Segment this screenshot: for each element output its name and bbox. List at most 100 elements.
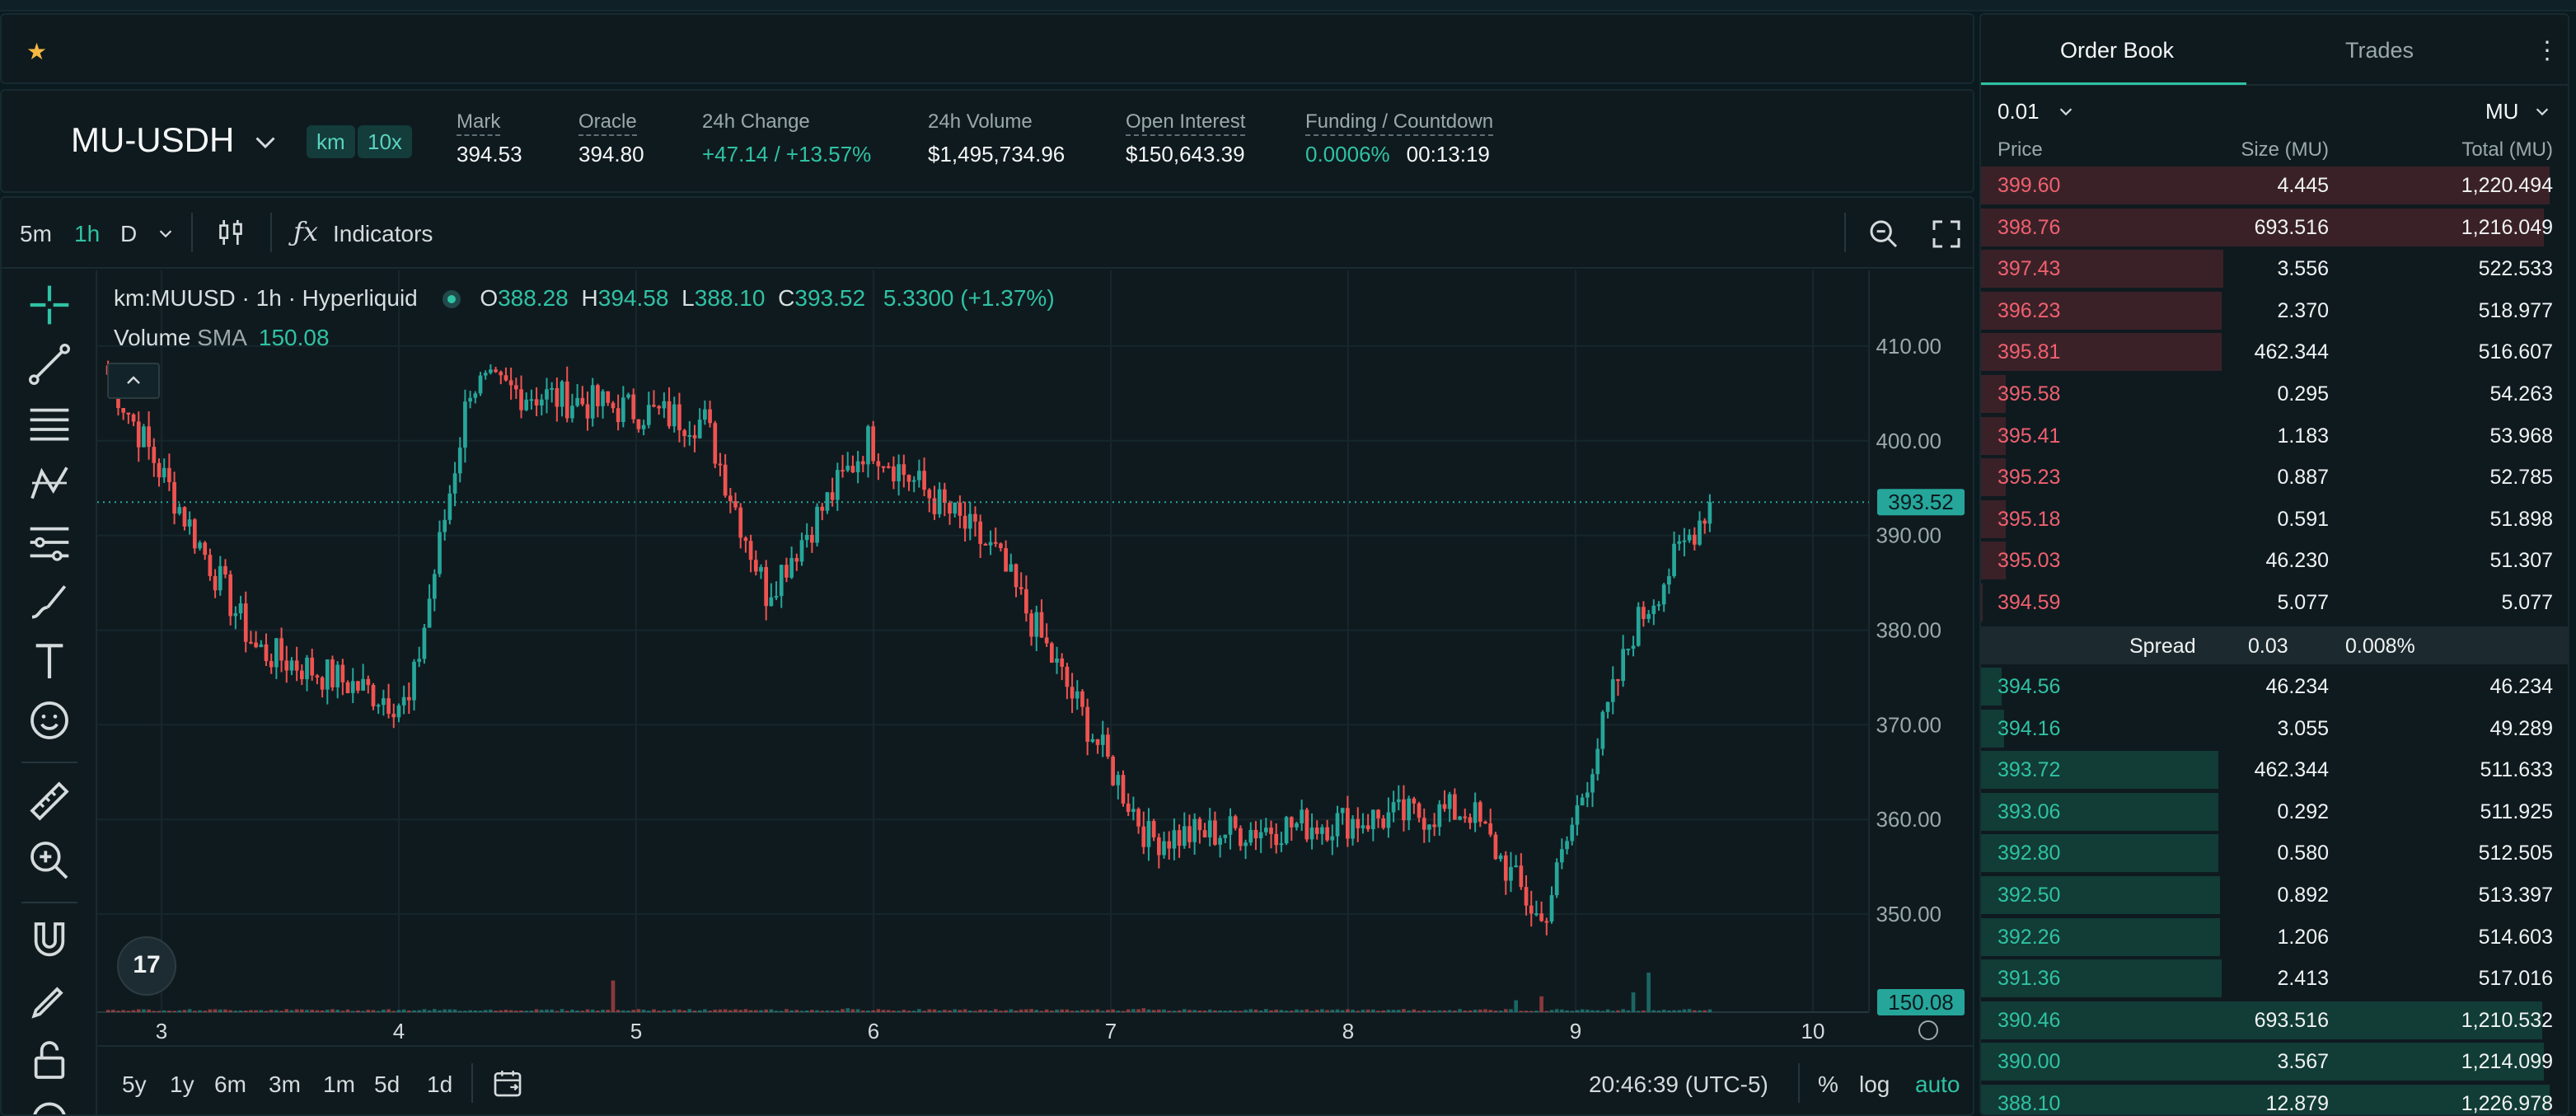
bid-row[interactable]: 392.26 1.206 514.603 bbox=[1981, 917, 2568, 958]
ask-row[interactable]: 395.03 46.230 51.307 bbox=[1981, 540, 2568, 581]
volume-bar bbox=[1703, 1010, 1707, 1012]
candles-icon[interactable] bbox=[214, 216, 247, 249]
ask-row[interactable]: 395.58 0.295 54.263 bbox=[1981, 373, 2568, 415]
candlestick-chart[interactable]: 410.00 400.00 390.00 380.00 370.00 360.00 350.… bbox=[97, 270, 1973, 1045]
pair-name[interactable]: MU-USDH bbox=[71, 120, 235, 159]
candle-body bbox=[886, 466, 891, 468]
candle-body bbox=[815, 506, 819, 543]
tf-5m[interactable]: 5m bbox=[20, 221, 52, 246]
ask-row[interactable]: 396.23 2.370 518.977 bbox=[1981, 290, 2568, 331]
ask-row[interactable]: 395.18 0.591 51.898 bbox=[1981, 499, 2568, 540]
volume-bar bbox=[1447, 1010, 1452, 1012]
tf-d[interactable]: D bbox=[120, 221, 138, 246]
candle-body bbox=[1636, 607, 1641, 646]
bid-row[interactable]: 392.50 0.892 513.397 bbox=[1981, 875, 2568, 916]
chevron-down-icon[interactable] bbox=[157, 224, 175, 242]
zoom-magnify-icon[interactable] bbox=[1867, 218, 1900, 251]
fx-icon[interactable]: ƒx bbox=[293, 216, 318, 247]
range-1d[interactable]: 1d bbox=[427, 1071, 453, 1097]
horizontal-lines-icon[interactable] bbox=[26, 401, 73, 447]
row-total: 54.263 bbox=[2489, 382, 2553, 406]
tradingview-logo[interactable]: 17 bbox=[117, 936, 176, 996]
volume-bar bbox=[1116, 1010, 1121, 1012]
volume-bar bbox=[1682, 1009, 1687, 1012]
fib-icon[interactable] bbox=[26, 519, 73, 565]
percent-scale-toggle[interactable]: % bbox=[1818, 1071, 1838, 1097]
chevron-down-icon[interactable] bbox=[2533, 102, 2551, 120]
volume-bar bbox=[1498, 1010, 1503, 1012]
volume-bar bbox=[636, 1009, 641, 1012]
bid-row[interactable]: 393.06 0.292 511.925 bbox=[1981, 791, 2568, 832]
eye-icon[interactable] bbox=[26, 1096, 73, 1116]
chevron-down-icon[interactable] bbox=[2057, 102, 2075, 120]
emoji-icon[interactable] bbox=[26, 697, 73, 743]
crosshair-icon[interactable] bbox=[26, 282, 73, 328]
leverage-badge[interactable]: 10x bbox=[358, 125, 412, 158]
text-icon[interactable] bbox=[26, 638, 73, 684]
zoom-in-icon[interactable] bbox=[26, 837, 73, 884]
ask-row[interactable]: 395.41 1.183 53.968 bbox=[1981, 415, 2568, 457]
range-5d[interactable]: 5d bbox=[374, 1071, 400, 1097]
tick-size-select[interactable]: 0.01 bbox=[1998, 99, 2040, 124]
candle-body bbox=[927, 490, 932, 499]
candle-body bbox=[1488, 823, 1493, 835]
settings-gear-icon[interactable] bbox=[1918, 1020, 1938, 1040]
range-6m[interactable]: 6m bbox=[214, 1071, 246, 1097]
magnet-icon[interactable] bbox=[26, 918, 73, 964]
fullscreen-icon[interactable] bbox=[1930, 218, 1963, 251]
ask-row[interactable]: 395.81 462.344 516.607 bbox=[1981, 331, 2568, 373]
ask-row[interactable]: 395.23 0.887 52.785 bbox=[1981, 457, 2568, 498]
range-3m[interactable]: 3m bbox=[269, 1071, 301, 1097]
volume-bar bbox=[1524, 1010, 1529, 1012]
tab-trades[interactable]: Trades bbox=[2345, 38, 2414, 63]
bid-row[interactable]: 390.46 693.516 1,210.532 bbox=[1981, 1000, 2568, 1041]
unit-select[interactable]: MU bbox=[2485, 99, 2519, 124]
candle-body bbox=[1274, 833, 1279, 846]
tf-1h[interactable]: 1h bbox=[74, 221, 101, 246]
bid-row[interactable]: 392.80 0.580 512.505 bbox=[1981, 832, 2568, 874]
calendar-icon[interactable] bbox=[491, 1067, 524, 1100]
bid-row[interactable]: 390.00 3.567 1,214.099 bbox=[1981, 1041, 2568, 1082]
brush-icon[interactable] bbox=[26, 579, 73, 625]
range-1y[interactable]: 1y bbox=[170, 1071, 194, 1097]
volume-bar bbox=[335, 1010, 340, 1012]
volume-bar bbox=[1488, 1010, 1493, 1012]
volume-bar bbox=[1361, 1010, 1365, 1012]
row-price: 393.72 bbox=[1998, 758, 2061, 782]
bid-row[interactable]: 394.56 46.234 46.234 bbox=[1981, 666, 2568, 707]
ask-row[interactable]: 398.76 693.516 1,216.049 bbox=[1981, 207, 2568, 248]
ask-row[interactable]: 394.59 5.077 5.077 bbox=[1981, 582, 2568, 623]
lock-icon[interactable] bbox=[26, 1037, 73, 1083]
candle-body bbox=[911, 480, 916, 482]
star-icon[interactable]: ★ bbox=[26, 39, 48, 64]
indicators-button[interactable]: Indicators bbox=[333, 221, 433, 246]
ask-row[interactable]: 397.43 3.556 522.533 bbox=[1981, 248, 2568, 289]
bid-row[interactable]: 393.72 462.344 511.633 bbox=[1981, 749, 2568, 790]
tab-order-book[interactable]: Order Book bbox=[2060, 38, 2175, 63]
lock-draw-icon[interactable] bbox=[26, 978, 73, 1024]
candle-body bbox=[401, 696, 406, 706]
range-5y[interactable]: 5y bbox=[122, 1071, 147, 1097]
trendline-icon[interactable] bbox=[26, 341, 73, 387]
volume-bar bbox=[866, 1010, 870, 1012]
log-scale-toggle[interactable]: log bbox=[1859, 1071, 1890, 1097]
chevron-down-icon[interactable] bbox=[251, 127, 280, 157]
auto-scale-toggle[interactable]: auto bbox=[1915, 1071, 1960, 1097]
ruler-icon[interactable] bbox=[26, 778, 73, 824]
range-1m[interactable]: 1m bbox=[323, 1071, 355, 1097]
candle-body bbox=[391, 714, 396, 718]
bid-row[interactable]: 391.36 2.413 517.016 bbox=[1981, 958, 2568, 999]
more-vertical-icon[interactable]: ⋮ bbox=[2535, 37, 2560, 64]
volume-bar bbox=[406, 1010, 411, 1012]
candle-body bbox=[1126, 803, 1131, 813]
volume-bar bbox=[483, 1010, 488, 1012]
bid-row[interactable]: 388.10 12.879 1,226.978 bbox=[1981, 1083, 2568, 1114]
ask-row[interactable]: 399.60 4.445 1,220.494 bbox=[1981, 165, 2568, 206]
candle-body bbox=[1534, 913, 1539, 916]
bid-row[interactable]: 394.16 3.055 49.289 bbox=[1981, 708, 2568, 749]
legend-collapse-button[interactable] bbox=[107, 363, 160, 399]
volume-bar bbox=[432, 1009, 437, 1012]
volume-bar bbox=[606, 1010, 611, 1012]
row-price: 390.00 bbox=[1998, 1050, 2061, 1074]
pattern-icon[interactable] bbox=[26, 460, 73, 506]
